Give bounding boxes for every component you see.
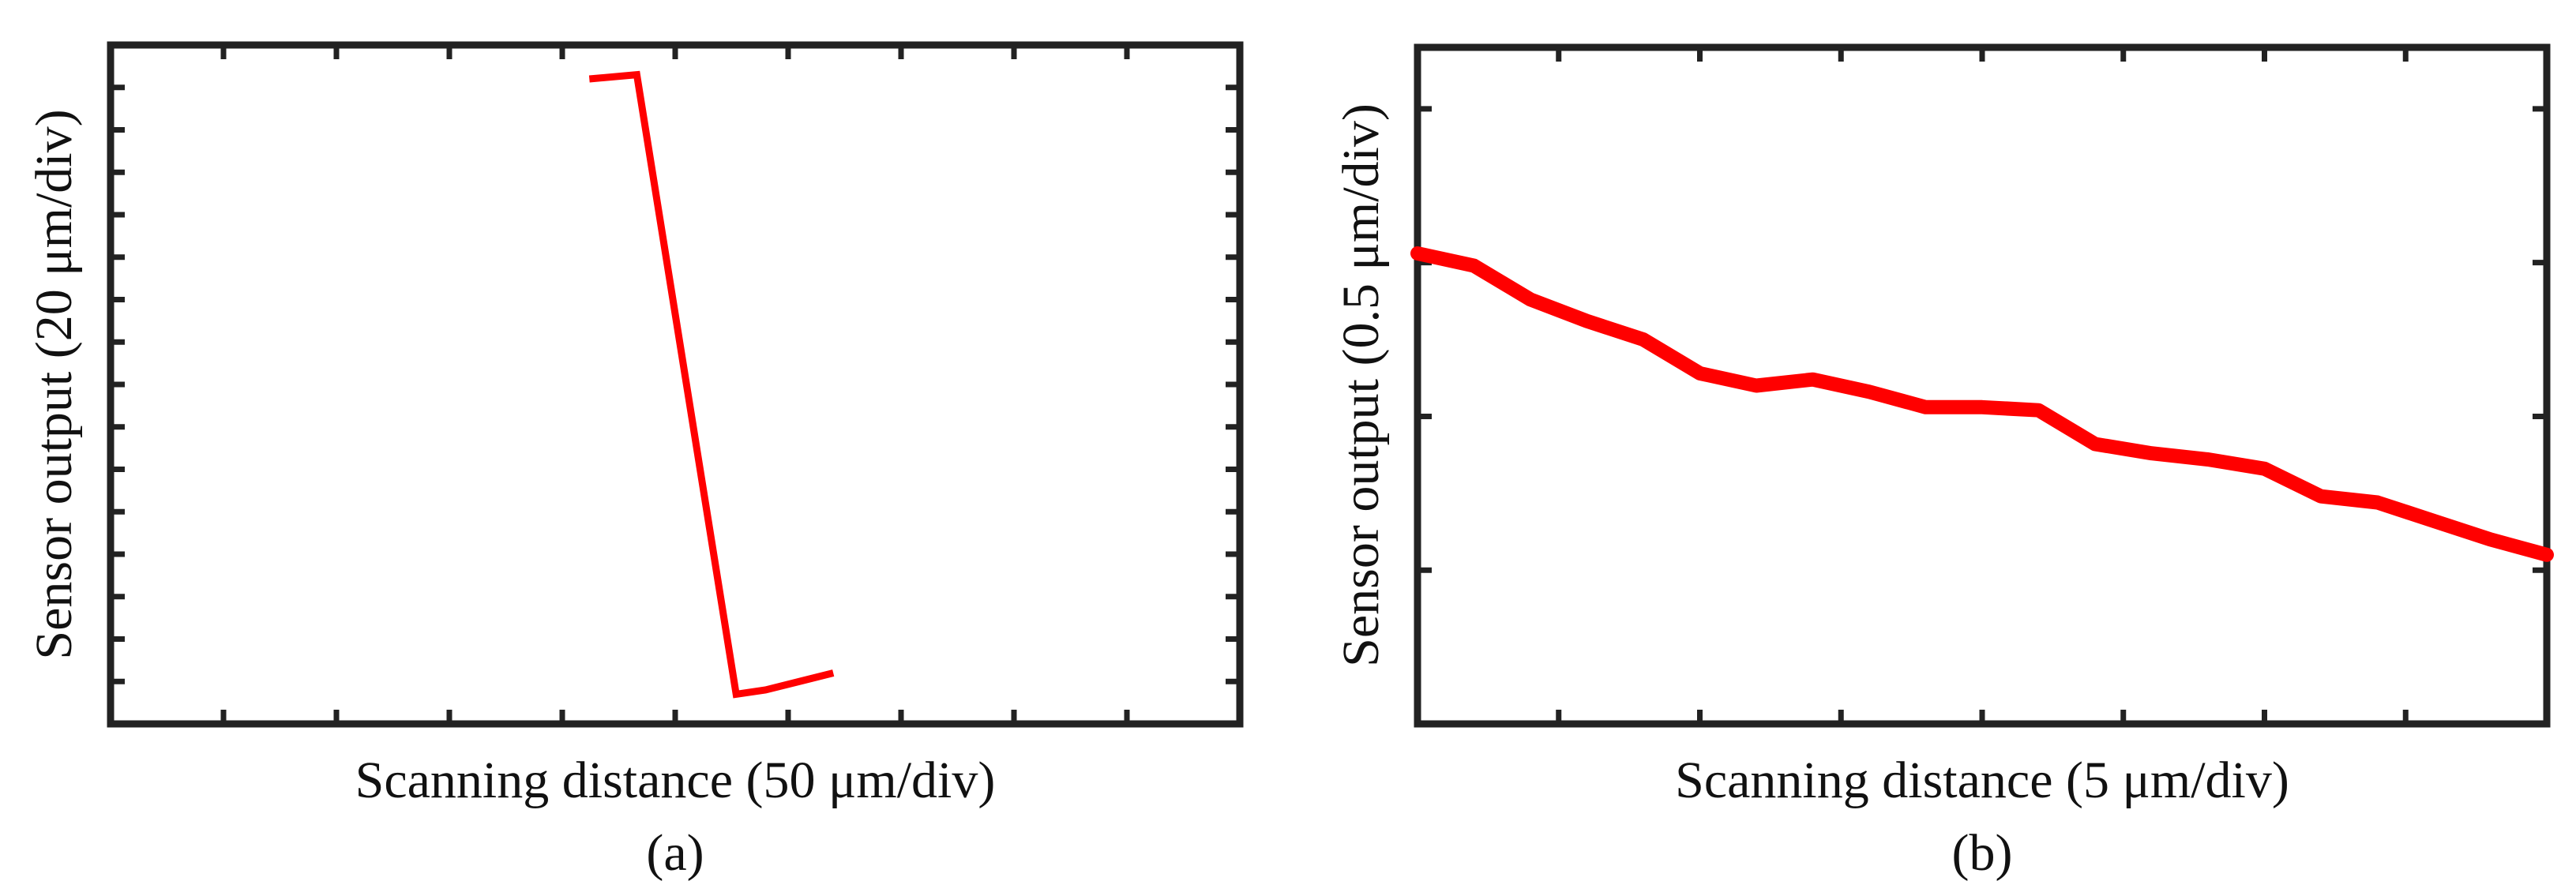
plot-frame-a: [107, 41, 1244, 728]
chart-panel-a: Scanning distance (50 μm/div) Sensor out…: [25, 41, 1244, 882]
y-axis-label-b: Sensor output (0.5 μm/div): [1332, 103, 1390, 667]
panel-caption-a: (a): [646, 824, 704, 882]
x-axis-label-a: Scanning distance (50 μm/div): [355, 752, 996, 809]
tick-marks-a: [111, 45, 1240, 724]
series-line-a: [588, 70, 835, 699]
panel-caption-b: (b): [1952, 824, 2013, 882]
tick-marks-b: [1414, 44, 2550, 727]
x-axis-label-b: Scanning distance (5 μm/div): [1675, 752, 2289, 809]
series-line-b: [1410, 246, 2554, 562]
chart-panel-b: Scanning distance (5 μm/div) Sensor outp…: [1332, 43, 2554, 882]
plot-frame-b: [1414, 43, 2551, 728]
y-axis-label-a: Sensor output (20 μm/div): [25, 109, 83, 659]
